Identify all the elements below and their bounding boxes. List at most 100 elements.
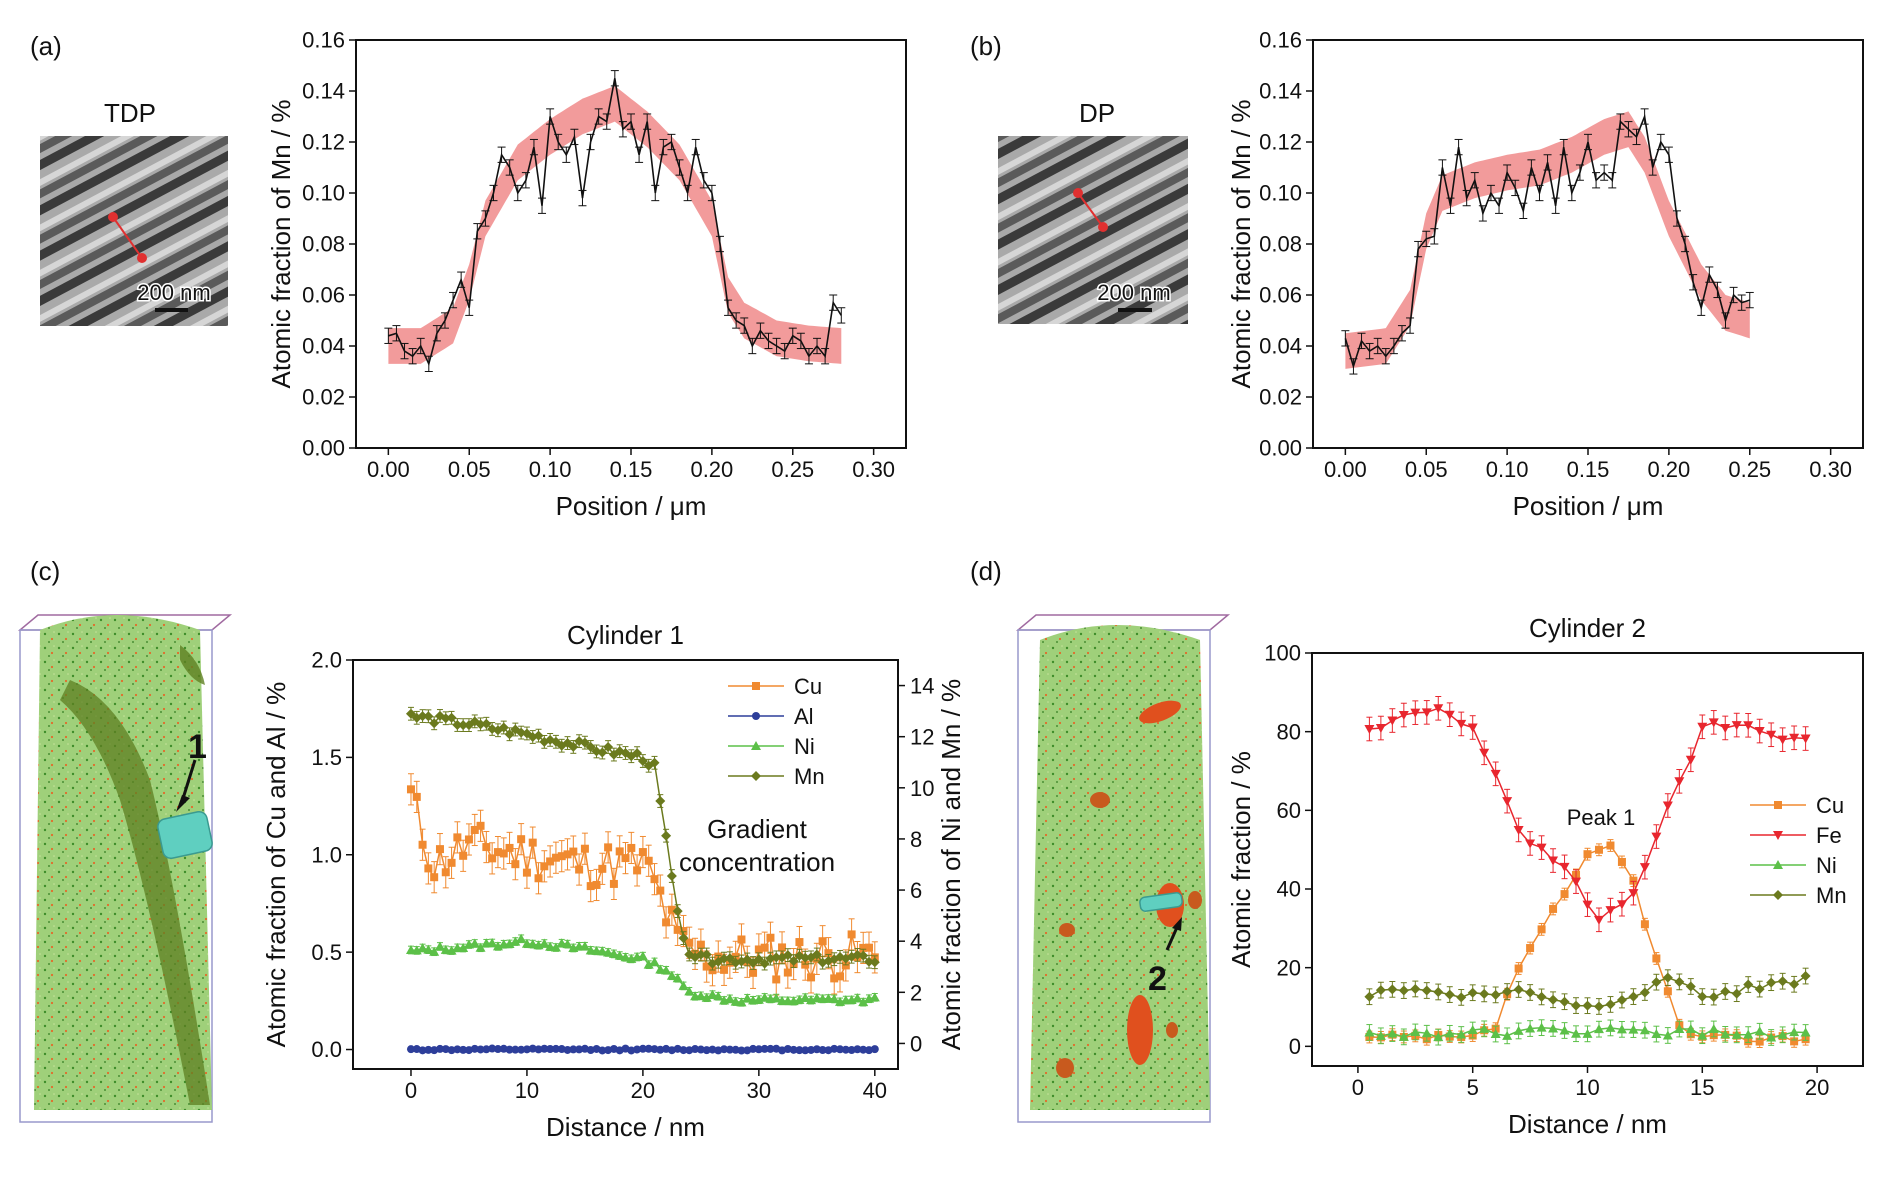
data-point-mn [864,956,875,967]
data-point-al [476,1045,485,1054]
y2-tick-label: 2 [910,980,922,1005]
data-point-ni [504,938,515,948]
data-point-cu [807,973,816,982]
data-point-cu [522,868,531,877]
data-point-fe [1800,734,1811,744]
data-point-mn [1364,991,1375,1002]
panel-label-a: (a) [30,31,62,61]
y-tick-label: 40 [1277,877,1301,902]
data-point-al [546,1044,555,1053]
data-point-mn [678,933,689,944]
data-point-ni [423,944,434,954]
data-point-cu [1629,876,1638,885]
data-point-fe [1513,825,1524,835]
data-point-mn [782,950,793,961]
annotation-peak-1: Peak 1 [1567,805,1636,830]
legend-marker-cu [752,682,760,690]
data-point-ni [1708,1023,1719,1033]
data-point-fe [1433,704,1444,714]
data-point-cu [801,960,810,969]
data-point-mn [1628,991,1639,1002]
data-point-cu [638,848,647,857]
data-point-mn [666,871,677,882]
data-point-cu [1583,850,1592,859]
data-point-mn [1766,977,1777,988]
data-point-ni [684,986,695,996]
data-point-mn [1697,991,1708,1002]
micrograph-a: TDP 200 nm [40,98,228,326]
data-point-al [807,1045,816,1054]
data-point-ni [1639,1025,1650,1035]
y-tick-label: 0.16 [1259,28,1302,53]
data-point-ni [1616,1024,1627,1034]
data-point-ni [1559,1025,1570,1035]
data-point-al [859,1045,868,1054]
x-tick-label: 0.20 [690,457,733,482]
data-point-ni [1800,1027,1811,1037]
y-axis-label: Atomic fraction of Cu and Al / % [261,682,291,1048]
x-tick-label: 20 [631,1078,655,1103]
data-point-al [870,1045,879,1054]
y-tick-label: 20 [1277,955,1301,980]
x-tick-label: 0.15 [1567,457,1610,482]
data-point-mn [1789,979,1800,990]
data-point-al [522,1045,531,1054]
y2-tick-label: 4 [910,929,922,954]
y-tick-label: 0.5 [311,940,342,965]
line-scan-a [112,216,143,259]
data-point-fe [1777,735,1788,745]
micrograph-a-image [40,136,228,326]
data-point-cu [656,886,665,895]
data-point-ni [643,959,654,969]
data-point-cu [1560,890,1569,899]
legend-label-al: Al [794,704,814,729]
data-point-al [406,1045,415,1054]
data-point-cu [528,838,537,847]
data-point-cu [476,821,485,830]
data-point-ni [1364,1027,1375,1037]
data-point-al [702,1046,711,1055]
data-point-ni [707,989,718,999]
data-point-ni [1720,1029,1731,1039]
data-point-fe [1605,906,1616,916]
data-point-fe [1456,719,1467,729]
data-point-ni [1536,1022,1547,1032]
data-point-mn [1685,981,1696,992]
data-point-mn [1548,994,1559,1005]
data-point-al [453,1045,462,1054]
data-point-ni [545,941,556,951]
line-scan-end-b [1098,222,1108,232]
data-point-mn [1456,992,1467,1003]
data-point-cu [592,880,601,889]
data-point-mn [1754,984,1765,995]
legend: Cu Fe Ni Mn [1750,793,1847,908]
data-point-ni [661,965,672,975]
data-point-cu [673,925,682,934]
chart-a: 0.00 0.05 0.10 0.15 0.20 0.25 0.30 0.00 0.02 0.04… [266,28,907,521]
data-point-mn [1467,987,1478,998]
data-point-ni [458,943,469,953]
y-axis-label: Atomic fraction / % [1226,751,1256,968]
data-point-mn [1375,985,1386,996]
data-point-cu [1594,845,1603,854]
legend-label-ni: Ni [1816,853,1837,878]
data-point-ni [829,993,840,1003]
data-point-ni [1605,1022,1616,1032]
data-point-al [650,1045,659,1054]
data-point-al [754,1045,763,1054]
x-tick-label: 0.25 [771,457,814,482]
panel-label-c: (c) [30,556,60,586]
data-point-ni [759,992,770,1002]
data-point-cu [778,943,787,952]
data-point-ni [1766,1032,1777,1042]
data-point-mn [1525,987,1536,998]
atom-map-c-blob [180,645,205,685]
data-point-ni [1651,1029,1662,1039]
y-tick-label: 0.04 [1259,334,1302,359]
data-point-al [459,1045,468,1054]
data-point-cu [447,858,456,867]
series-ni [405,933,880,1007]
data-point-ni [434,941,445,951]
data-point-fe [1548,856,1559,866]
x-tick-label: 0.10 [529,457,572,482]
